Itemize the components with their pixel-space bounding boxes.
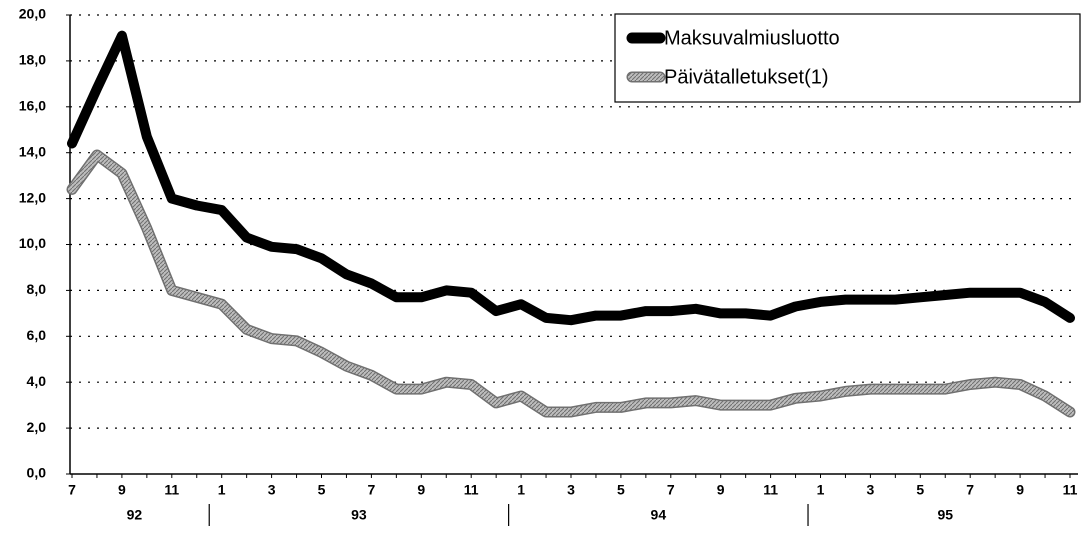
y-tick-label: 10,0 [19,235,46,251]
legend-box [614,13,1081,103]
year-label: 94 [651,507,667,523]
y-tick-label: 2,0 [27,419,47,435]
x-tick-label: 9 [417,482,425,498]
legend-label: Maksuvalmiusluotto [664,27,840,49]
x-tick-label: 5 [916,482,924,498]
x-tick-label: 7 [68,482,76,498]
x-tick-label: 1 [517,482,525,498]
series-line [68,151,1074,416]
year-label: 93 [351,507,367,523]
x-tick-label: 5 [318,482,326,498]
x-tick-label: 11 [464,482,479,498]
series-line [67,30,1075,326]
x-tick-label: 5 [617,482,625,498]
legend-label: Päivätalletukset(1) [664,66,829,88]
x-tick-label: 1 [218,482,226,498]
y-tick-label: 4,0 [27,373,47,389]
y-tick-label: 8,0 [27,281,47,297]
x-tick-label: 11 [1063,482,1078,498]
y-tick-label: 12,0 [19,189,46,205]
year-label: 95 [937,507,953,523]
x-tick-label: 7 [368,482,376,498]
y-tick-label: 18,0 [19,52,46,68]
x-tick-label: 7 [667,482,675,498]
x-tick-label: 9 [118,482,126,498]
x-tick-label: 7 [966,482,974,498]
series-outline [66,149,1076,418]
x-tick-label: 11 [164,482,179,498]
y-tick-label: 6,0 [27,327,47,343]
x-tick-label: 3 [867,482,875,498]
x-tick-label: 11 [763,482,778,498]
x-tick-label: 1 [817,482,825,498]
y-tick-label: 14,0 [19,143,46,159]
x-tick-label: 9 [1016,482,1024,498]
x-tick-label: 3 [268,482,276,498]
y-tick-label: 0,0 [27,465,47,481]
y-tick-label: 16,0 [19,98,46,114]
x-tick-label: 9 [717,482,725,498]
x-tick-label: 3 [567,482,575,498]
year-label: 92 [127,507,143,523]
y-tick-label: 20,0 [19,6,46,22]
